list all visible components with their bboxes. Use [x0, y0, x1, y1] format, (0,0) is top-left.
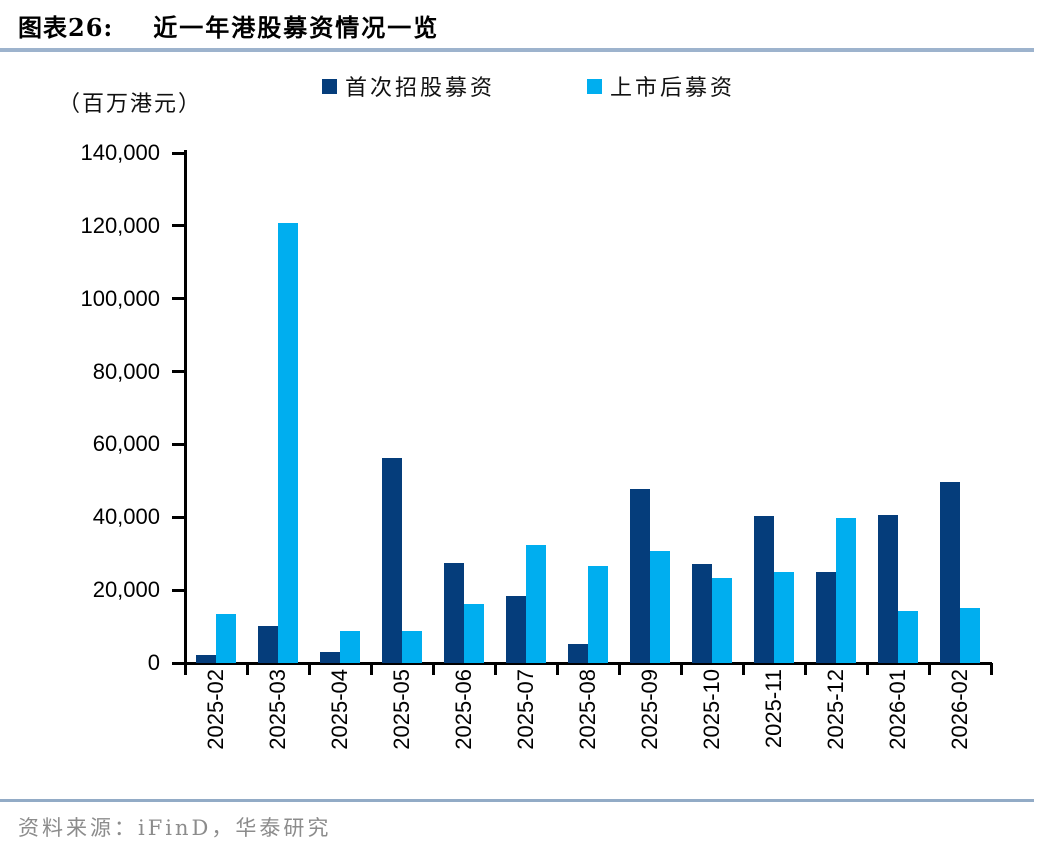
- x-tick-mark: [803, 663, 807, 675]
- x-tick-label: 2025-06: [451, 669, 476, 750]
- legend-item-post-listing: 上市后募资: [587, 70, 735, 102]
- y-tick-label: 100,000: [80, 285, 160, 311]
- x-tick-mark: [741, 663, 745, 675]
- bar-ipo-2025-12: [816, 572, 836, 663]
- legend-label-post-listing: 上市后募资: [610, 76, 736, 101]
- x-tick-mark: [183, 663, 187, 675]
- title-divider: [0, 48, 1034, 52]
- x-tick-mark: [307, 663, 311, 675]
- bar-ipo-2025-07: [506, 596, 526, 663]
- footer-divider: [0, 799, 1034, 802]
- x-tick-label: 2025-08: [575, 669, 600, 750]
- x-tick-mark: [927, 663, 931, 675]
- bar-post-listing-2025-06: [464, 604, 484, 663]
- bar-post-listing-2025-10: [712, 578, 732, 663]
- legend-swatch-ipo: [322, 78, 337, 94]
- bar-post-listing-2026-01: [898, 611, 918, 663]
- x-tick-mark: [369, 663, 373, 675]
- bar-ipo-2026-02: [940, 482, 960, 663]
- y-tick-label: 120,000: [80, 212, 160, 238]
- x-tick-mark: [493, 663, 497, 675]
- bar-post-listing-2025-08: [588, 566, 608, 663]
- y-tick-label: 60,000: [92, 431, 160, 457]
- y-tick-mark: [172, 588, 184, 592]
- x-tick-label: 2025-12: [823, 669, 848, 750]
- y-axis: [183, 150, 187, 664]
- x-tick-mark: [245, 663, 249, 675]
- x-tick-mark: [617, 663, 621, 675]
- bar-post-listing-2026-02: [960, 608, 980, 663]
- bar-ipo-2025-02: [196, 655, 216, 663]
- bar-post-listing-2025-02: [216, 614, 236, 663]
- bar-ipo-2025-10: [692, 564, 712, 663]
- chart-legend: 首次招股募资 上市后募资: [322, 70, 735, 102]
- x-tick-label: 2025-10: [699, 669, 724, 750]
- y-tick-label: 140,000: [80, 140, 160, 165]
- x-tick-mark: [679, 663, 683, 675]
- bar-ipo-2025-06: [444, 563, 464, 663]
- bar-ipo-2025-05: [382, 458, 402, 663]
- x-tick-label: 2025-07: [513, 669, 538, 750]
- y-tick-mark: [172, 224, 184, 228]
- x-tick-mark: [555, 663, 559, 675]
- x-tick-mark: [431, 663, 435, 675]
- bar-post-listing-2025-04: [340, 631, 360, 663]
- x-tick-label: 2026-02: [947, 669, 972, 750]
- x-tick-label: 2025-02: [203, 669, 228, 750]
- y-axis-unit-label: （百万港元）: [58, 92, 203, 117]
- source-note: 资料来源：iFinD，华泰研究: [18, 816, 332, 840]
- y-tick-mark: [172, 661, 184, 665]
- x-tick-label: 2025-04: [327, 669, 352, 750]
- x-axis: [182, 661, 992, 665]
- x-tick-label: 2025-09: [637, 669, 662, 750]
- figure-label: 图表26:: [18, 13, 114, 42]
- bar-post-listing-2025-05: [402, 631, 422, 663]
- x-tick-label: 2026-01: [885, 669, 910, 750]
- legend-label-ipo: 首次招股募资: [345, 76, 496, 101]
- y-tick-mark: [172, 442, 184, 446]
- bar-post-listing-2025-03: [278, 223, 298, 663]
- x-tick-label: 2025-05: [389, 669, 414, 750]
- bar-post-listing-2025-11: [774, 572, 794, 663]
- y-tick-mark: [172, 370, 184, 374]
- y-tick-label: 0: [147, 650, 160, 675]
- bar-ipo-2025-03: [258, 626, 278, 663]
- y-tick-label: 80,000: [92, 358, 160, 384]
- legend-item-ipo: 首次招股募资: [322, 70, 495, 102]
- x-tick-mark: [865, 663, 869, 675]
- bar-ipo-2025-04: [320, 652, 340, 663]
- bar-ipo-2025-09: [630, 489, 650, 663]
- bar-post-listing-2025-12: [836, 518, 856, 663]
- y-tick-label: 40,000: [92, 504, 160, 530]
- bar-ipo-2026-01: [878, 515, 898, 663]
- y-tick-mark: [172, 515, 184, 519]
- y-tick-label: 20,000: [92, 577, 160, 603]
- chart-header: 图表26: 近一年港股募资情况一览: [18, 8, 439, 43]
- x-tick-label: 2025-03: [265, 669, 290, 750]
- page-title: 近一年港股募资情况一览: [153, 13, 440, 42]
- bar-post-listing-2025-07: [526, 545, 546, 663]
- x-tick-mark: [989, 663, 993, 675]
- bar-post-listing-2025-09: [650, 551, 670, 663]
- y-tick-mark: [172, 297, 184, 301]
- y-tick-mark: [172, 151, 184, 155]
- legend-swatch-post-listing: [587, 78, 603, 94]
- bar-ipo-2025-11: [754, 516, 774, 663]
- x-tick-label: 2025-11: [761, 669, 786, 749]
- bar-ipo-2025-08: [568, 644, 588, 663]
